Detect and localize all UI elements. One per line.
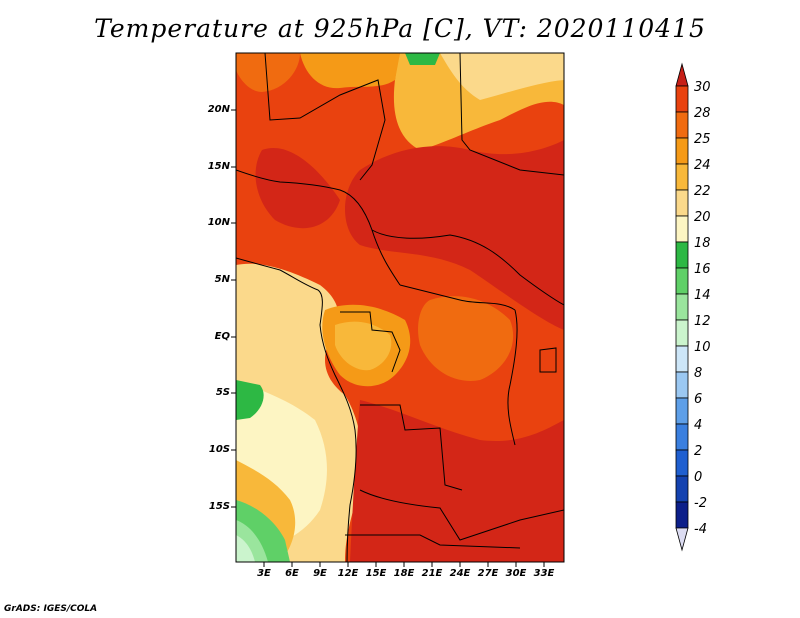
colorbar-label: 6: [694, 392, 703, 407]
country-borders: [236, 53, 564, 562]
colorbar-box: [675, 345, 689, 373]
lon-label-21e: 21E: [421, 568, 443, 579]
lon-label-3e: 3E: [257, 568, 271, 579]
lat-label-10n: 10N: [207, 217, 230, 228]
chart-title: Temperature at 925hPa [C], VT: 202011041…: [94, 14, 706, 43]
colorbar-label: 30: [694, 80, 711, 95]
grads-credit: GrADS: IGES/COLA: [4, 604, 98, 614]
lat-label-eq: EQ: [214, 331, 230, 342]
lon-label-15e: 15E: [365, 568, 387, 579]
lat-label-20n: 20N: [207, 104, 230, 115]
colorbar-box: [675, 163, 689, 191]
lat-label-5n: 5N: [214, 274, 230, 285]
lon-label-30e: 30E: [505, 568, 527, 579]
colorbar-box: [675, 449, 689, 477]
colorbar-box: [675, 371, 689, 399]
colorbar-over-triangle: [675, 62, 689, 87]
colorbar-label: -2: [694, 496, 707, 511]
colorbar-label: 18: [694, 236, 711, 251]
colorbar-box: [675, 85, 689, 113]
lat-label-15n: 15N: [207, 161, 230, 172]
colorbar-box: [675, 241, 689, 269]
colorbar-label: 0: [694, 470, 703, 485]
colorbar-label: 28: [694, 106, 711, 121]
colorbar-box: [675, 111, 689, 139]
colorbar-box: [675, 267, 689, 295]
colorbar-label: -4: [694, 522, 707, 537]
lon-label-12e: 12E: [337, 568, 359, 579]
colorbar-box: [675, 189, 689, 217]
colorbar-box: [675, 319, 689, 347]
lon-label-33e: 33E: [533, 568, 555, 579]
colorbar-label: 16: [694, 262, 711, 277]
lat-label-10s: 10S: [208, 444, 230, 455]
colorbar-label: 25: [694, 132, 711, 147]
lat-label-5s: 5S: [215, 387, 230, 398]
colorbar-label: 10: [694, 340, 711, 355]
colorbar-box: [675, 293, 689, 321]
colorbar-under-triangle: [675, 527, 689, 552]
lon-label-24e: 24E: [449, 568, 471, 579]
colorbar-label: 12: [694, 314, 711, 329]
colorbar-label: 2: [694, 444, 703, 459]
colorbar-label: 22: [694, 184, 711, 199]
map-border: [235, 52, 565, 563]
colorbar-box: [675, 397, 689, 425]
colorbar-box: [675, 501, 689, 529]
colorbar-box: [675, 137, 689, 165]
lon-label-9e: 9E: [313, 568, 327, 579]
colorbar-label: 24: [694, 158, 711, 173]
lat-label-15s: 15S: [208, 501, 230, 512]
colorbar-box: [675, 215, 689, 243]
lon-label-6e: 6E: [285, 568, 299, 579]
lon-label-27e: 27E: [477, 568, 499, 579]
axis-ticks: [231, 109, 545, 567]
colorbar-box: [675, 423, 689, 451]
lon-label-18e: 18E: [393, 568, 415, 579]
colorbar-label: 20: [694, 210, 711, 225]
temperature-field: [236, 53, 564, 562]
colorbar-label: 4: [694, 418, 703, 433]
colorbar: [675, 62, 689, 552]
colorbar-label: 14: [694, 288, 711, 303]
colorbar-box: [675, 475, 689, 503]
colorbar-label: 8: [694, 366, 703, 381]
